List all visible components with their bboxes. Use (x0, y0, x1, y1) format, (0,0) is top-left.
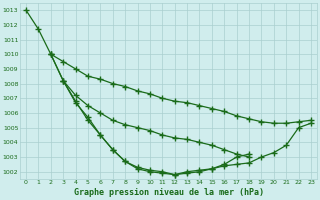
X-axis label: Graphe pression niveau de la mer (hPa): Graphe pression niveau de la mer (hPa) (74, 188, 263, 197)
